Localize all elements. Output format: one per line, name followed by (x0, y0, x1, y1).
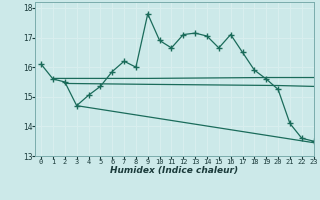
X-axis label: Humidex (Indice chaleur): Humidex (Indice chaleur) (110, 166, 238, 175)
